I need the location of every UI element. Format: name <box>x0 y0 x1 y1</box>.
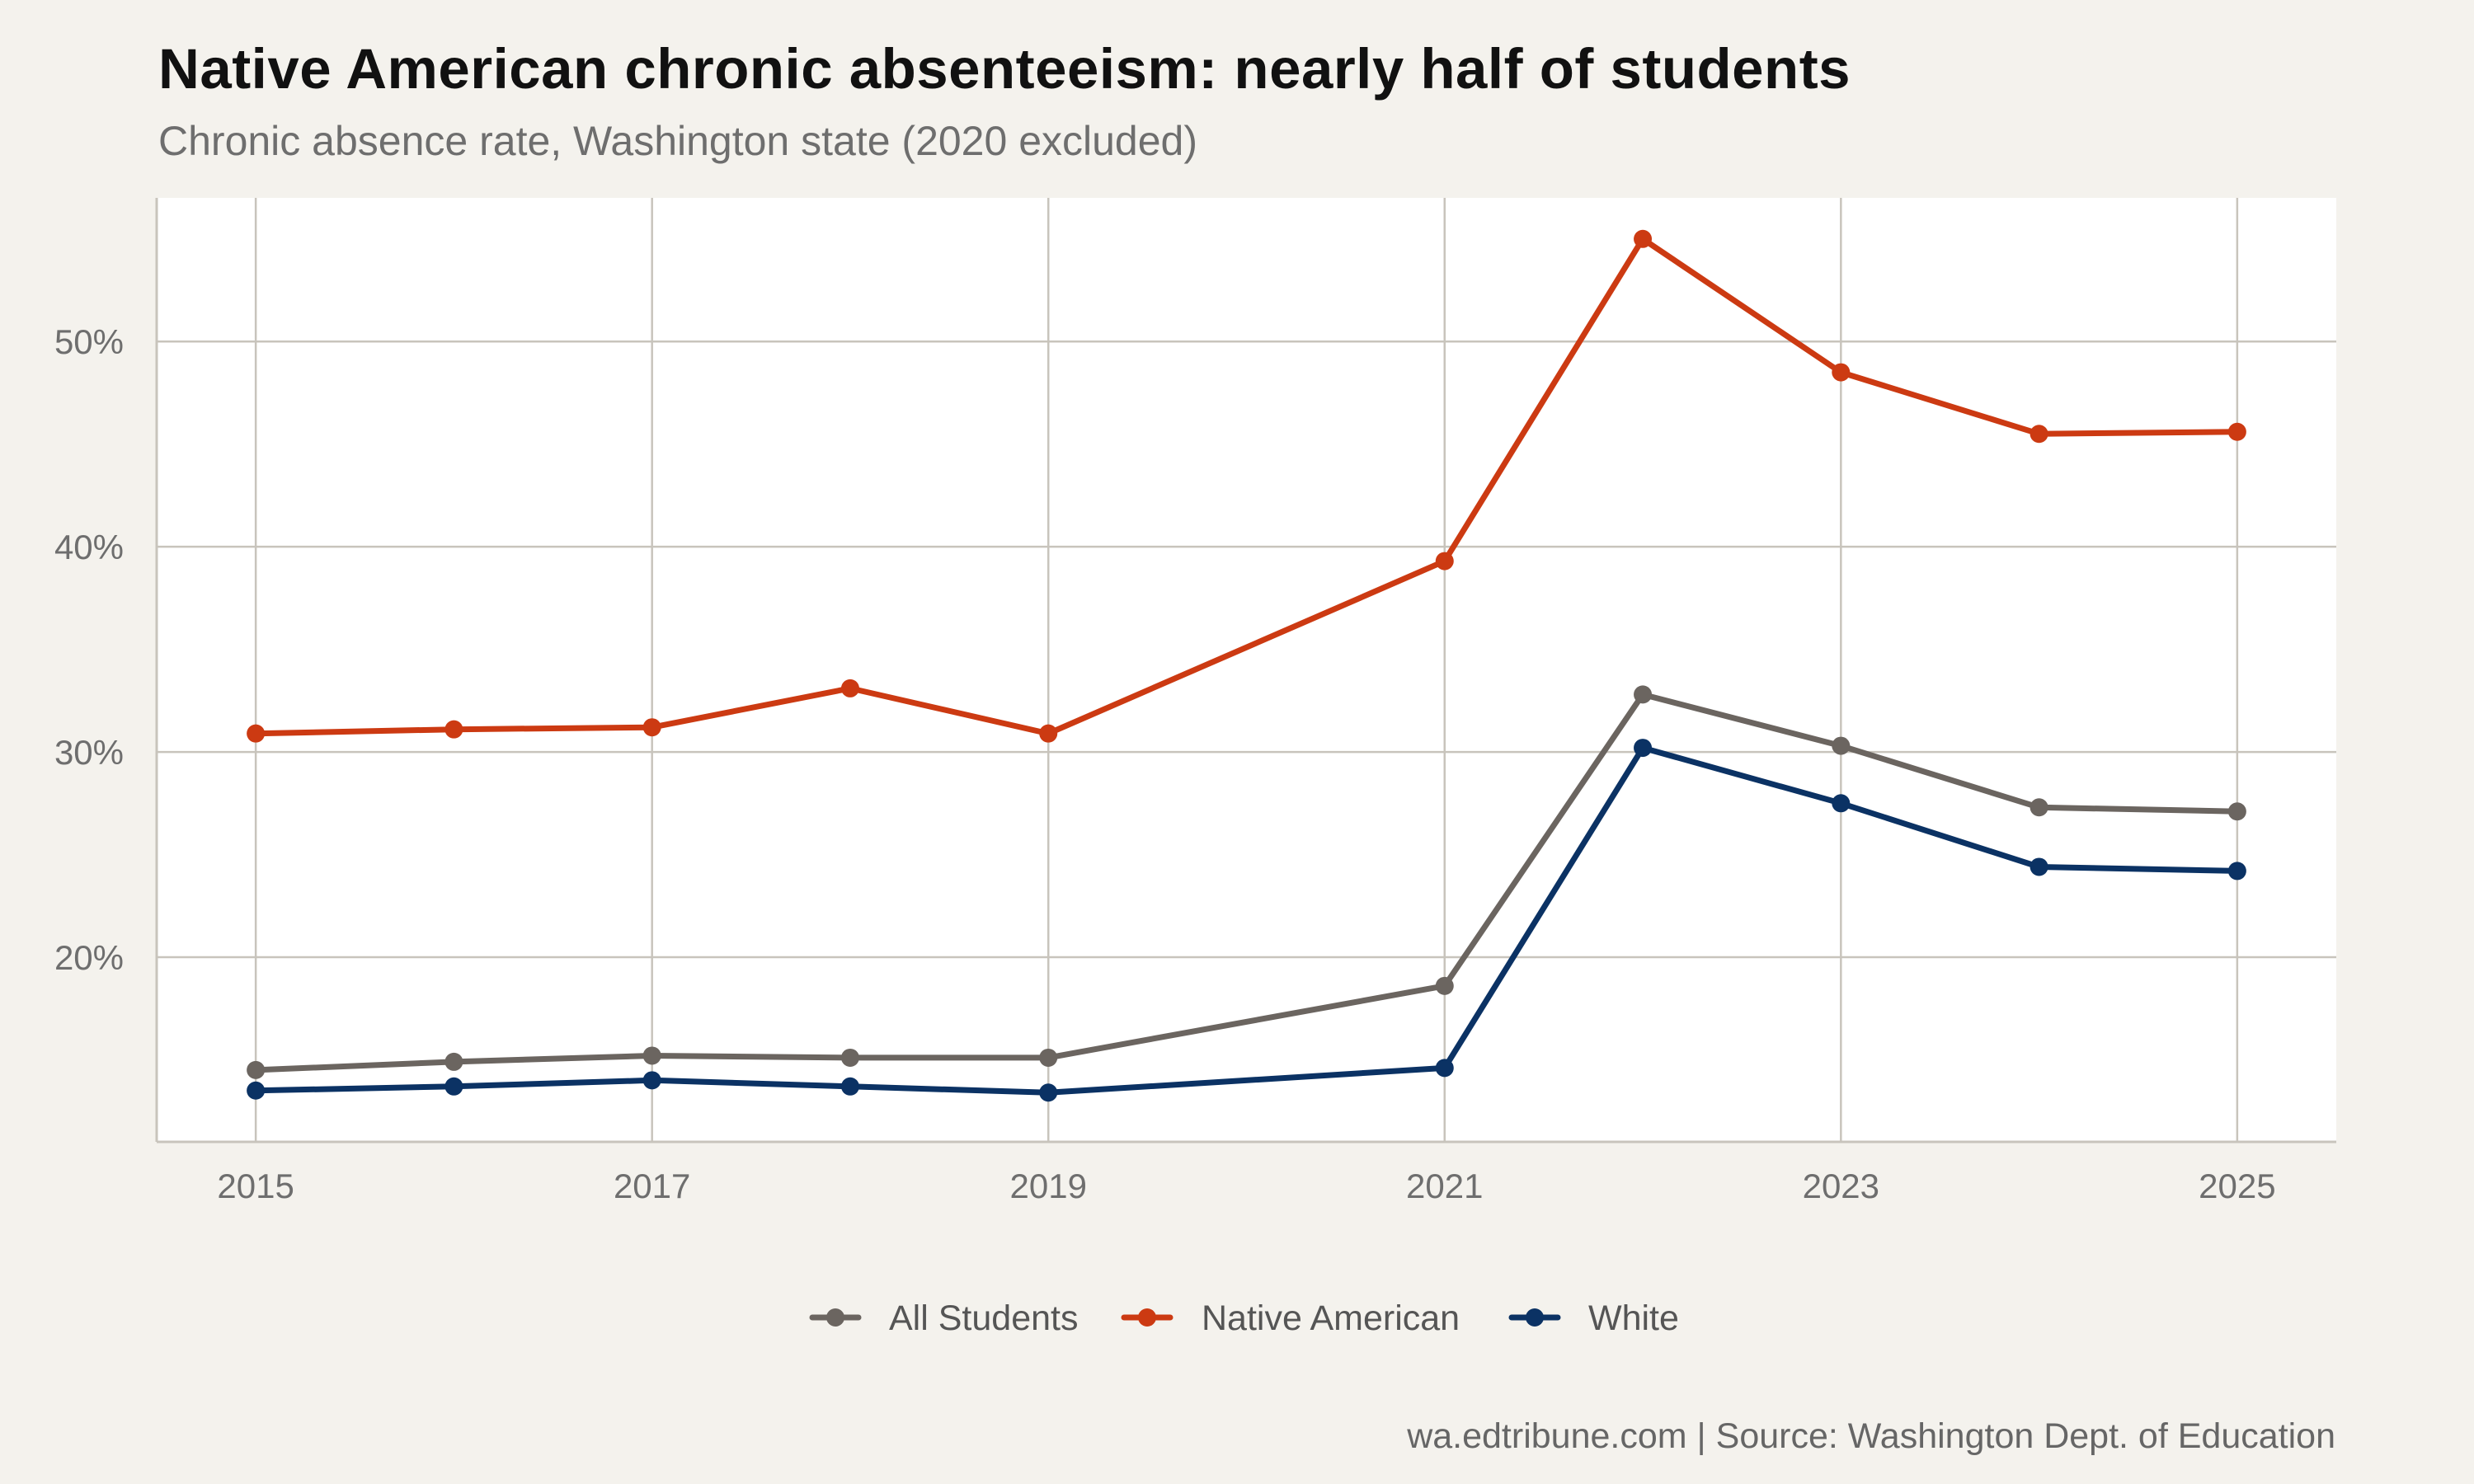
data-point-white <box>642 1071 661 1090</box>
series-native-american <box>247 229 2246 743</box>
data-point-native-american <box>2030 425 2048 444</box>
data-point-native-american <box>1039 724 1058 743</box>
data-point-native-american <box>642 718 661 737</box>
data-point-native-american <box>1634 229 1653 248</box>
data-point-native-american <box>247 724 266 743</box>
data-point-all-students <box>840 1048 859 1067</box>
chart-subtitle: Chronic absence rate, Washington state (… <box>158 118 1197 164</box>
data-point-all-students <box>247 1060 266 1079</box>
legend-marker <box>1526 1308 1544 1327</box>
legend-label: Native American <box>1202 1298 1460 1338</box>
series-group <box>247 229 2246 1102</box>
series-line-white <box>252 744 2241 1096</box>
data-point-native-american <box>840 679 859 697</box>
legend-item-all-students: All Students <box>809 1298 1078 1338</box>
data-point-all-students <box>1832 736 1851 755</box>
x-tick-label: 2017 <box>614 1167 690 1205</box>
data-point-white <box>247 1081 266 1100</box>
series-all-students <box>247 685 2246 1079</box>
data-point-white <box>1039 1083 1058 1102</box>
data-point-all-students <box>1435 976 1454 995</box>
legend-item-native-american: Native American <box>1121 1298 1460 1338</box>
data-point-white <box>444 1077 463 1096</box>
data-point-native-american <box>2227 422 2246 441</box>
y-tick-labels: 20% 30% 40% 50% <box>54 322 124 977</box>
data-point-all-students <box>1634 685 1653 704</box>
legend-item-white: White <box>1508 1298 1679 1338</box>
data-point-all-students <box>2227 802 2246 821</box>
data-point-white <box>1634 739 1653 758</box>
data-point-white <box>1832 794 1851 813</box>
data-point-white <box>2227 862 2246 881</box>
series-line-all-students <box>252 691 2241 1073</box>
y-tick-label: 50% <box>54 322 124 361</box>
series-line-native-american <box>252 236 2241 737</box>
y-tick-label: 20% <box>54 938 124 977</box>
legend: All Students Native American White <box>809 1298 1679 1338</box>
data-point-white <box>840 1077 859 1096</box>
plot-panel <box>157 198 2336 1142</box>
data-point-native-american <box>1435 552 1454 571</box>
data-point-all-students <box>2030 798 2048 817</box>
legend-marker <box>1138 1308 1156 1327</box>
x-tick-label: 2021 <box>1406 1167 1483 1205</box>
axis-lines <box>155 198 2336 1144</box>
y-tick-label: 30% <box>54 733 124 772</box>
legend-marker <box>826 1308 844 1327</box>
legend-label: All Students <box>889 1298 1078 1338</box>
series-white <box>247 739 2246 1102</box>
source-caption: wa.edtribune.com | Source: Washington De… <box>1407 1416 2335 1456</box>
x-tick-label: 2025 <box>2199 1167 2275 1205</box>
y-tick-label: 40% <box>54 528 124 566</box>
x-tick-labels: 2015 2017 2019 2021 2023 2025 <box>217 1167 2275 1205</box>
data-point-all-students <box>444 1052 463 1071</box>
data-point-native-american <box>444 720 463 739</box>
data-point-all-students <box>642 1046 661 1065</box>
x-tick-label: 2019 <box>1010 1167 1087 1205</box>
data-point-all-students <box>1039 1048 1058 1067</box>
x-tick-label: 2015 <box>217 1167 294 1205</box>
data-point-native-american <box>1832 363 1851 382</box>
data-point-white <box>2030 857 2048 876</box>
legend-label: White <box>1588 1298 1679 1338</box>
x-tick-label: 2023 <box>1803 1167 1879 1205</box>
chart-title: Native American chronic absenteeism: nea… <box>158 37 1851 101</box>
data-point-white <box>1435 1059 1454 1078</box>
